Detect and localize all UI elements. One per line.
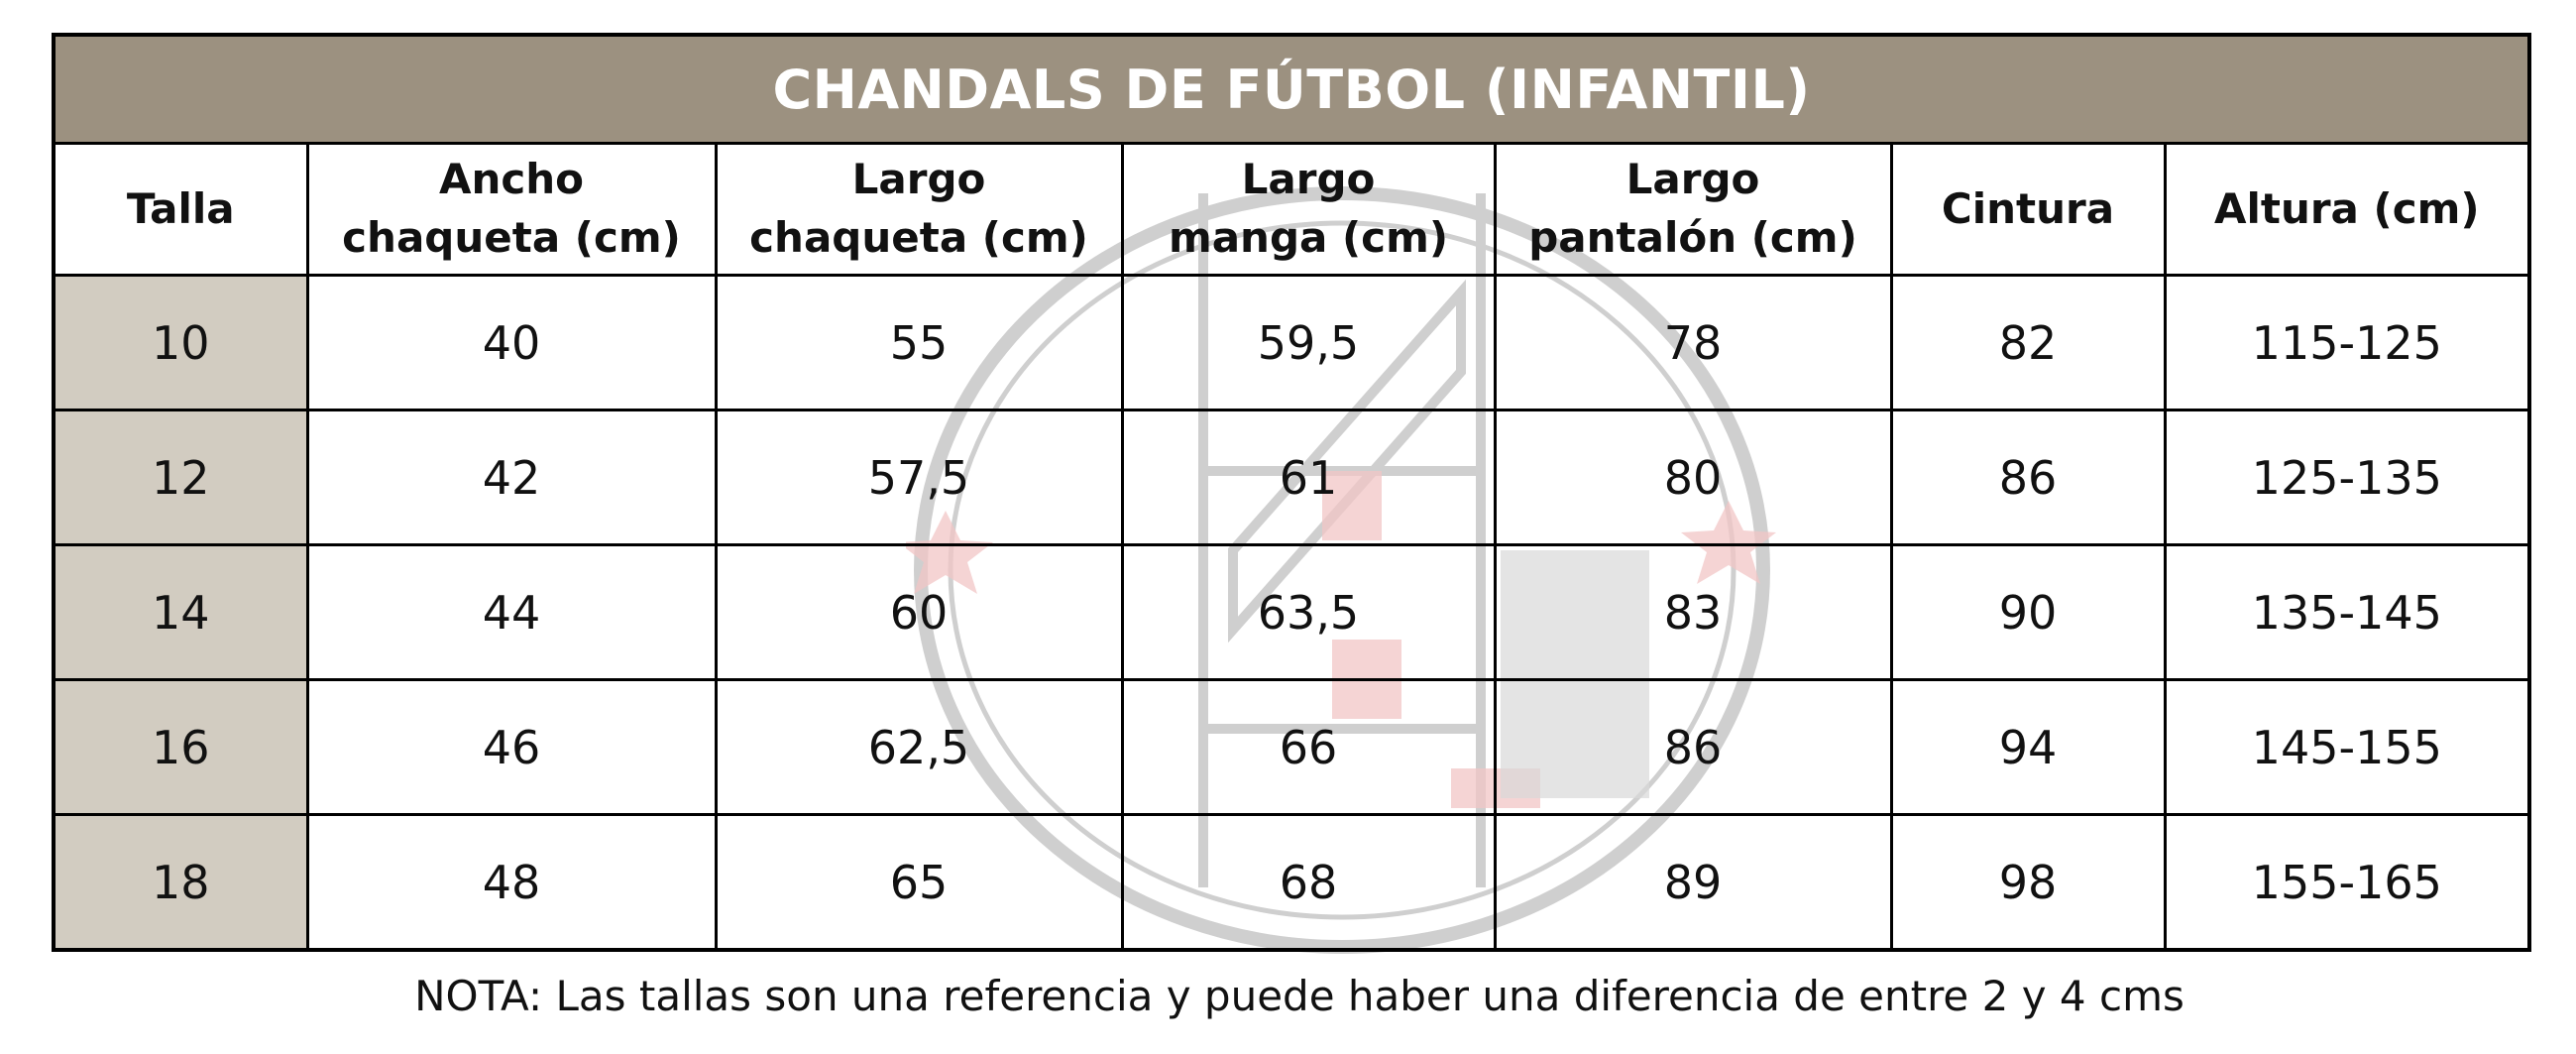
table-cell: 80 <box>1493 409 1893 546</box>
table-row: 18 48 65 68 89 98 155-165 <box>52 813 2531 952</box>
header-row: Talla Ancho chaqueta (cm) Largo chaqueta (… <box>52 142 2531 277</box>
table-cell: 42 <box>305 409 718 546</box>
table-cell: 68 <box>1120 813 1497 952</box>
table-cell: 86 <box>1889 409 2167 546</box>
table-cell: 59,5 <box>1120 274 1497 411</box>
size-chart: CHANDALS DE FÚTBOL (INFANTIL) Talla Anch… <box>52 33 2532 1020</box>
header-cintura: Cintura <box>1889 142 2167 277</box>
table-cell: 90 <box>1889 543 2167 681</box>
size-cell: 18 <box>52 813 309 952</box>
table-row: 16 46 62,5 66 86 94 145-155 <box>52 678 2531 816</box>
table-cell: 48 <box>305 813 718 952</box>
table-cell: 94 <box>1889 678 2167 816</box>
table-cell: 89 <box>1493 813 1893 952</box>
table-cell: 40 <box>305 274 718 411</box>
table-cell: 86 <box>1493 678 1893 816</box>
table-cell: 82 <box>1889 274 2167 411</box>
size-cell: 10 <box>52 274 309 411</box>
table-cell: 60 <box>714 543 1124 681</box>
table-cell: 135-145 <box>2163 543 2531 681</box>
table-row: 12 42 57,5 61 80 86 125-135 <box>52 409 2531 546</box>
size-table: CHANDALS DE FÚTBOL (INFANTIL) Talla Anch… <box>52 33 2532 952</box>
table-cell: 145-155 <box>2163 678 2531 816</box>
table-cell: 61 <box>1120 409 1497 546</box>
header-largo-pantalon: Largo pantalón (cm) <box>1493 142 1893 277</box>
size-cell: 12 <box>52 409 309 546</box>
table-row: 10 40 55 59,5 78 82 115-125 <box>52 274 2531 411</box>
table-cell: 57,5 <box>714 409 1124 546</box>
table-title: CHANDALS DE FÚTBOL (INFANTIL) <box>52 33 2531 145</box>
header-largo-chaqueta: Largo chaqueta (cm) <box>714 142 1124 277</box>
size-note: NOTA: Las tallas son una referencia y pu… <box>414 972 2184 1020</box>
table-row: 14 44 60 63,5 83 90 135-145 <box>52 543 2531 681</box>
table-cell: 46 <box>305 678 718 816</box>
header-largo-manga: Largo manga (cm) <box>1120 142 1497 277</box>
table-cell: 62,5 <box>714 678 1124 816</box>
table-cell: 63,5 <box>1120 543 1497 681</box>
table-cell: 98 <box>1889 813 2167 952</box>
header-talla: Talla <box>52 142 309 277</box>
table-cell: 78 <box>1493 274 1893 411</box>
table-cell: 115-125 <box>2163 274 2531 411</box>
table-cell: 83 <box>1493 543 1893 681</box>
table-cell: 155-165 <box>2163 813 2531 952</box>
table-cell: 65 <box>714 813 1124 952</box>
header-ancho-chaqueta: Ancho chaqueta (cm) <box>305 142 718 277</box>
header-altura: Altura (cm) <box>2163 142 2531 277</box>
table-cell: 44 <box>305 543 718 681</box>
table-cell: 55 <box>714 274 1124 411</box>
size-cell: 14 <box>52 543 309 681</box>
table-cell: 66 <box>1120 678 1497 816</box>
table-cell: 125-135 <box>2163 409 2531 546</box>
size-cell: 16 <box>52 678 309 816</box>
